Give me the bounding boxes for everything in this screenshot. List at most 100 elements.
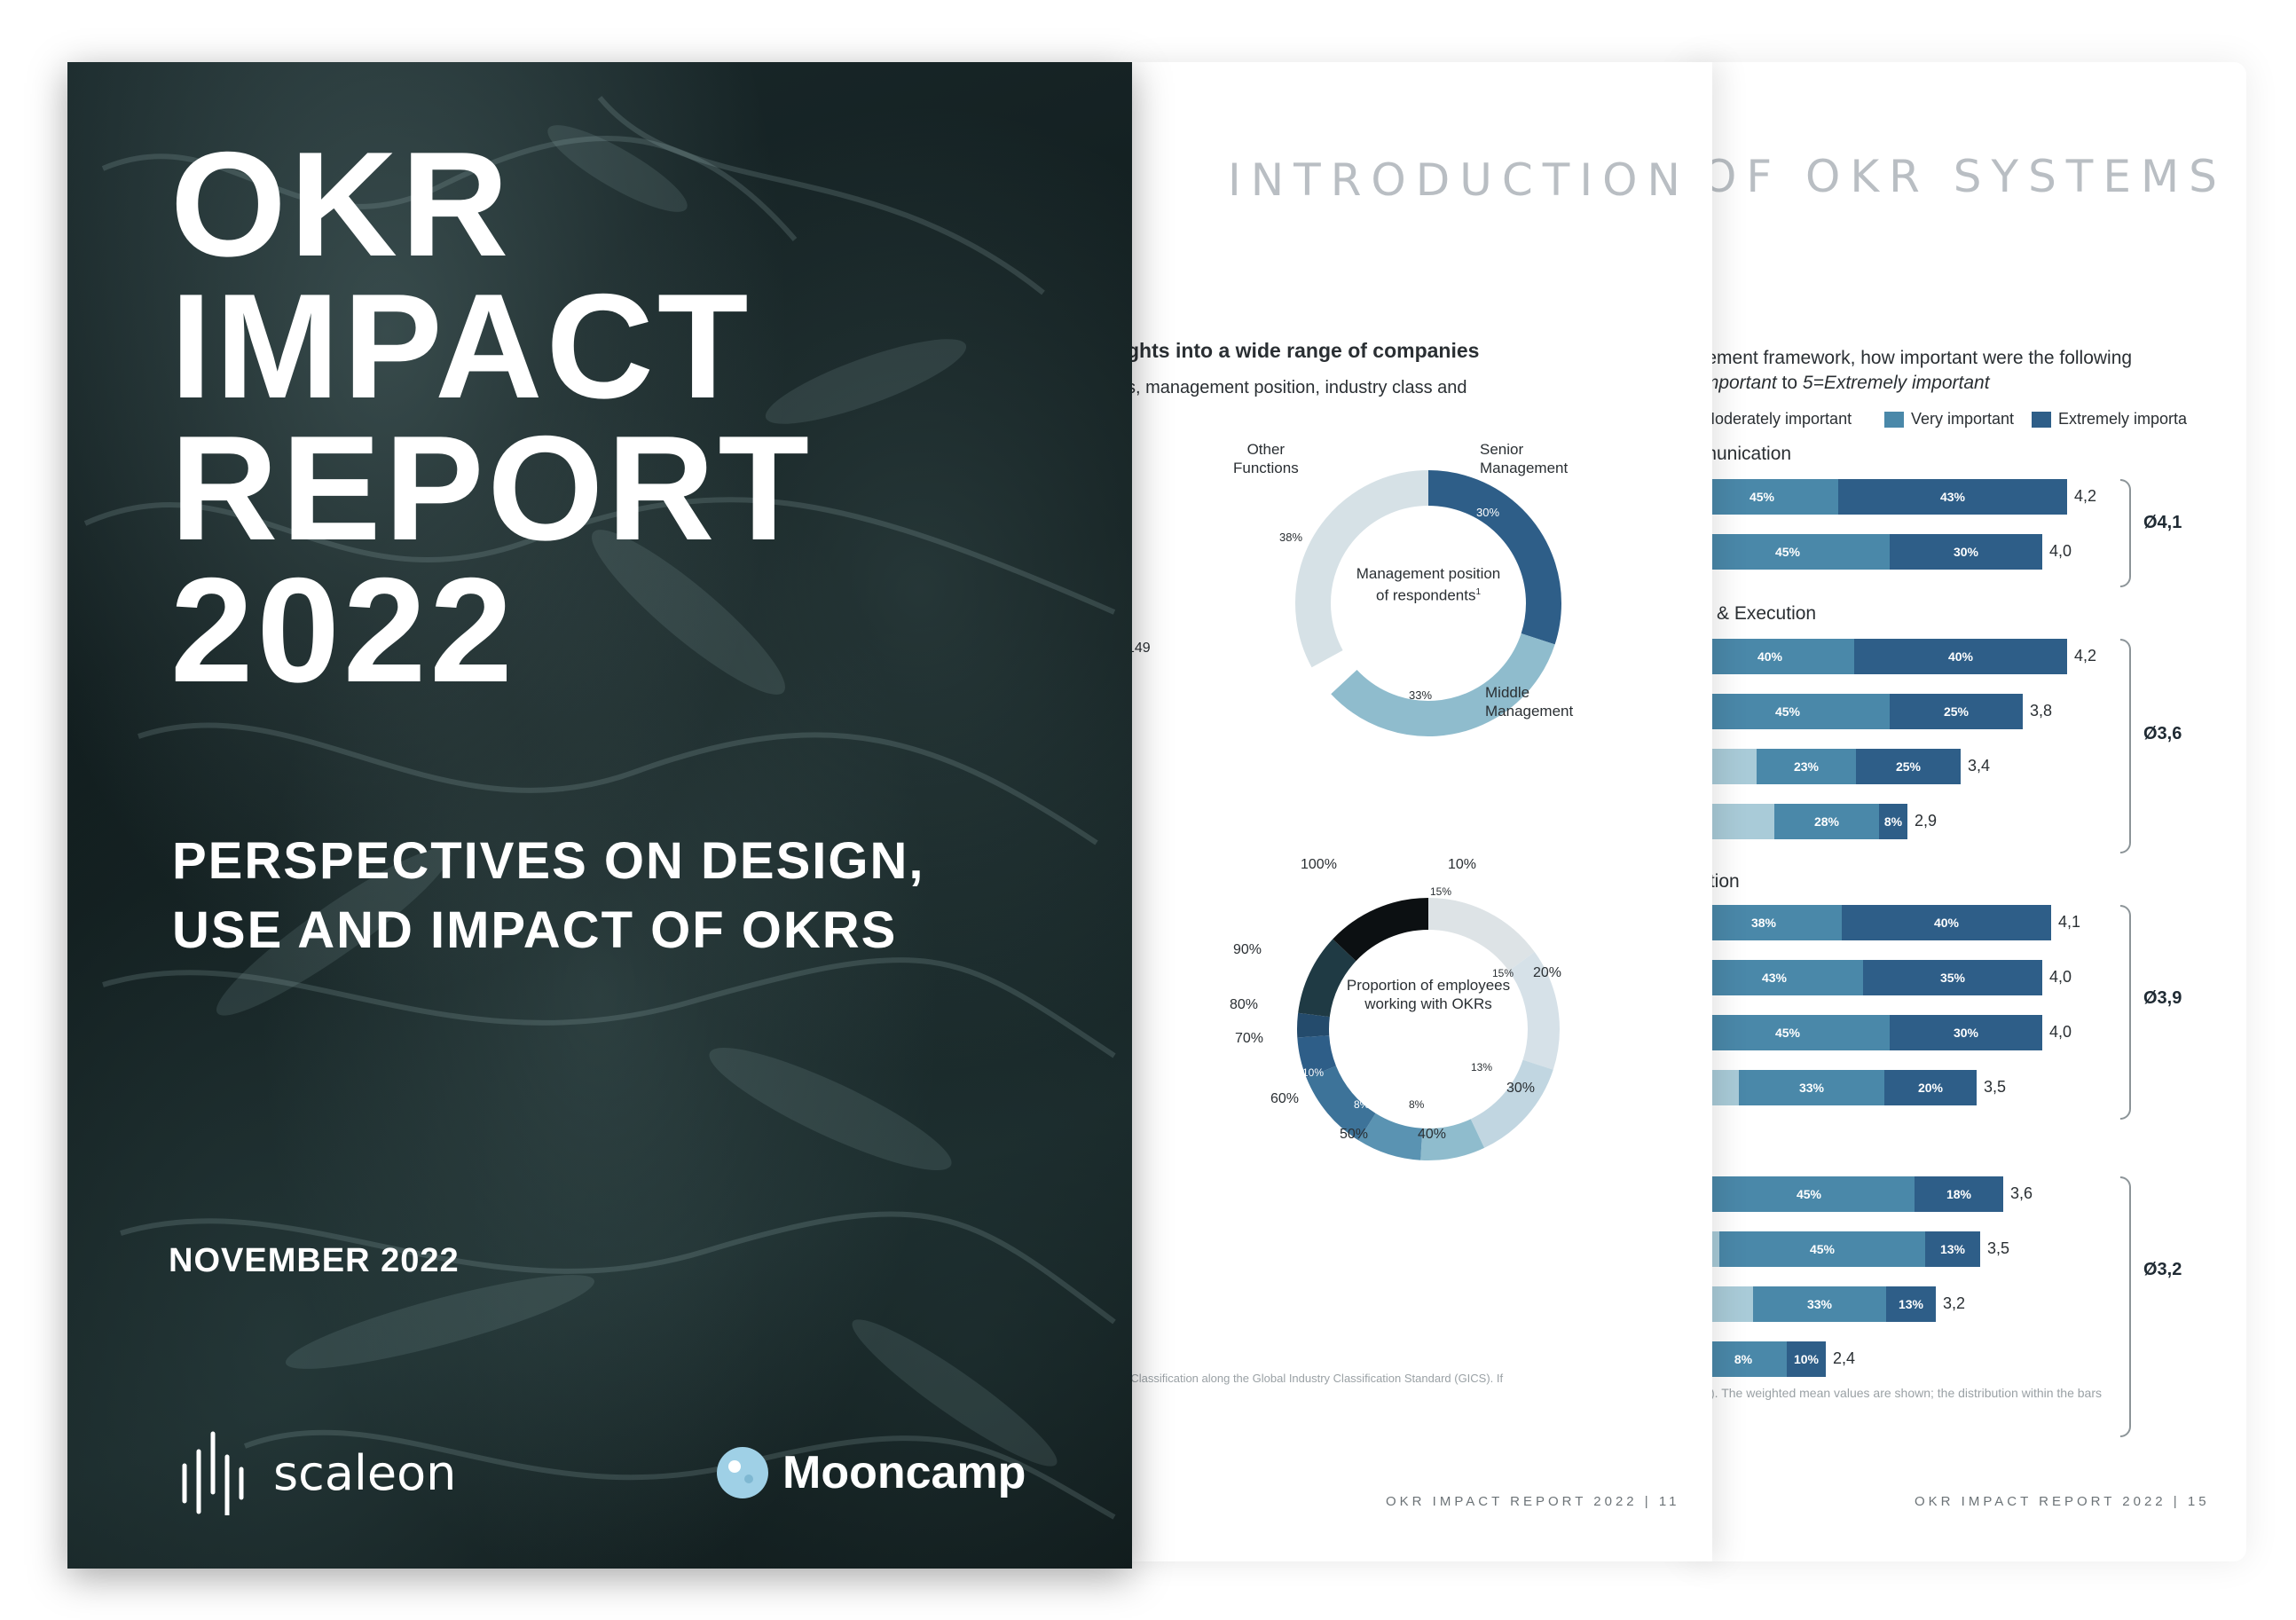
bar-segment-very: 43% <box>1686 960 1863 995</box>
bracket-group-1 <box>2120 479 2131 587</box>
donut2-seg-10 <box>1297 898 1560 1160</box>
bar-segment-extremely: 13% <box>1886 1286 1936 1322</box>
bar-segment-very: 33% <box>1753 1286 1886 1322</box>
donut2-seg-label-15a: 15% <box>1325 885 1348 898</box>
question-line-2b: to <box>1776 373 1803 393</box>
donut1-label-senior: Senior Management <box>1480 440 1568 477</box>
bar-mean-value: 4,0 <box>2049 542 2072 560</box>
donut2-seg-label-15b: 15% <box>1430 885 1452 898</box>
bar-mean-value: 3,5 <box>1984 1078 2007 1096</box>
cover-subtitle-line-1: PERSPECTIVES ON DESIGN, <box>172 832 925 890</box>
donut1-center-line2: of respondents1 <box>1317 583 1539 605</box>
donut2-outer-50: 50% <box>1340 1127 1369 1142</box>
bar-row: 45% 30% <box>1686 1015 2042 1050</box>
donut2-outer-90: 90% <box>1233 942 1262 957</box>
bar-mean-value: 2,4 <box>1833 1349 1856 1367</box>
page-subtext: s, management position, industry class a… <box>1127 378 1467 397</box>
cover-title-line-1: OKR <box>170 121 513 287</box>
donut2-outer-10: 10% <box>1448 857 1477 872</box>
bar-mean-value: 3,8 <box>2030 702 2053 720</box>
cover-title: OKR IMPACT REPORT 2022 <box>170 121 813 713</box>
donut1-pct-senior: 30% <box>1476 506 1500 519</box>
bar-segment-very: 23% <box>1757 749 1856 784</box>
cover-subtitle-line-2: USE AND IMPACT OF OKRS <box>172 901 898 959</box>
bar-mean-value: 4,2 <box>2074 647 2097 665</box>
donut1-pct-other: 38% <box>1279 531 1303 544</box>
bar-row: 45% 43% <box>1686 479 2067 515</box>
bar-segment-extremely: 30% <box>1890 534 2042 570</box>
donut2-seg-label-3: 3% <box>1276 999 1292 1011</box>
donut1-center-sup: 1 <box>1475 587 1482 597</box>
donut2-seg-label-15c: 15% <box>1492 967 1514 979</box>
donut2-outer-40: 40% <box>1418 1127 1447 1142</box>
bar-row: 23% 25% <box>1686 749 1961 784</box>
bar-segment-extremely: 13% <box>1925 1231 1980 1267</box>
bar-segment-extremely: 25% <box>1890 694 2023 729</box>
donut2-center-label: Proportion of employees working with OKR… <box>1317 976 1539 1013</box>
donut1-center-label: Management position of respondents1 <box>1317 564 1539 605</box>
donut1-label-other-1: Other <box>1246 441 1286 458</box>
cover-date: NOVEMBER 2022 <box>169 1242 460 1279</box>
donut2-seg-label-8b: 8% <box>1354 1098 1370 1111</box>
bar-row: 45% 18% <box>1686 1176 2003 1212</box>
bar-row: 45% 25% <box>1686 694 2023 729</box>
bar-segment-very: 45% <box>1719 1231 1925 1267</box>
bar-row: 45% 30% <box>1686 534 2042 570</box>
bar-segment-very: 45% <box>1686 1015 1890 1050</box>
mooncamp-logo-text: Mooncamp <box>782 1447 1026 1498</box>
bar-segment-extremely: 35% <box>1863 960 2042 995</box>
bracket-group-2 <box>2120 639 2131 853</box>
donut2-outer-100: 100% <box>1301 857 1337 872</box>
donut1-center-line1: Management position <box>1356 565 1501 582</box>
page-heading: OF OKR SYSTEMS <box>1702 151 2227 202</box>
bar-row: 33% 13% <box>1686 1286 1936 1322</box>
bar-row: 40% 40% <box>1686 639 2067 674</box>
donut2-outer-60: 60% <box>1270 1091 1300 1106</box>
donut2-seg-4 <box>1297 898 1560 1160</box>
mooncamp-logo-icon <box>717 1447 768 1498</box>
donut1-label-middle: Middle Management <box>1485 683 1573 720</box>
donut2-outer-70: 70% <box>1235 1031 1264 1046</box>
footnote: ¹Classification along the Global Industr… <box>1127 1372 1504 1385</box>
report-page-15: OF OKR SYSTEMS agement framework, how im… <box>1686 62 2246 1561</box>
legend-swatch-extremely <box>2032 412 2051 428</box>
bar-row: 38% 40% <box>1686 905 2051 940</box>
bar-row: 45% 13% <box>1686 1231 1980 1267</box>
legend-extremely: Extremely importa <box>2058 410 2188 428</box>
cover-title-line-4: 2022 <box>170 547 516 713</box>
page-subheading: ghts into a wide range of companies <box>1127 339 1480 362</box>
average-group-3: Ø3,9 <box>2143 988 2182 1008</box>
bar-row: 28% 8% <box>1686 804 1907 839</box>
bracket-group-4 <box>2120 1176 2131 1437</box>
question-line-2c: 5=Extremely important <box>1802 373 1990 393</box>
page-footer: OKR IMPACT REPORT 2022 | 15 <box>1915 1494 2210 1509</box>
legend-swatch-very <box>1884 412 1904 428</box>
bar-mean-value: 4,0 <box>2049 968 2072 986</box>
bar-segment-very: 8% <box>1700 1341 1787 1377</box>
report-cover: OKR IMPACT REPORT 2022 PERSPECTIVES ON D… <box>67 62 1132 1569</box>
donut2-seg-8 <box>1297 898 1560 1160</box>
question-line-2: ll important to 5=Extremely important <box>1686 373 1990 394</box>
mooncamp-logo: Mooncamp <box>715 1439 1026 1506</box>
legend-very: Very important <box>1911 410 2015 428</box>
bar-segment-extremely: 43% <box>1838 479 2067 515</box>
okr-usage-donut <box>1297 898 1560 1160</box>
donut2-seg-label-10a: 10% <box>1302 1066 1325 1079</box>
donut1-label-senior-1: Senior <box>1480 441 1524 458</box>
bar-segment-extremely: 40% <box>1842 905 2051 940</box>
donut1-pct-middle: 33% <box>1409 688 1433 702</box>
bar-segment-extremely: 18% <box>1915 1176 2003 1212</box>
bar-mean-value: 3,2 <box>1943 1294 1966 1312</box>
donut2-seg-label-13: 13% <box>1471 1061 1493 1073</box>
scaleon-logo: scaleon <box>179 1428 456 1517</box>
bar-segment-extremely: 8% <box>1879 804 1907 839</box>
bar-segment-very: 45% <box>1686 694 1890 729</box>
average-group-1: Ø4,1 <box>2143 513 2182 532</box>
donut2-center-line2: working with OKRs <box>1364 995 1492 1012</box>
bar-row: 33% 20% <box>1686 1070 1977 1105</box>
donut2-seg-label-10b: 10% <box>1281 956 1303 969</box>
scaleon-logo-icon <box>182 1431 244 1515</box>
report-page-11: INTRODUCTION ghts into a wide range of c… <box>1127 62 1712 1561</box>
question-line-1: agement framework, how important were th… <box>1686 348 2133 368</box>
bar-segment-extremely: 10% <box>1787 1341 1826 1377</box>
